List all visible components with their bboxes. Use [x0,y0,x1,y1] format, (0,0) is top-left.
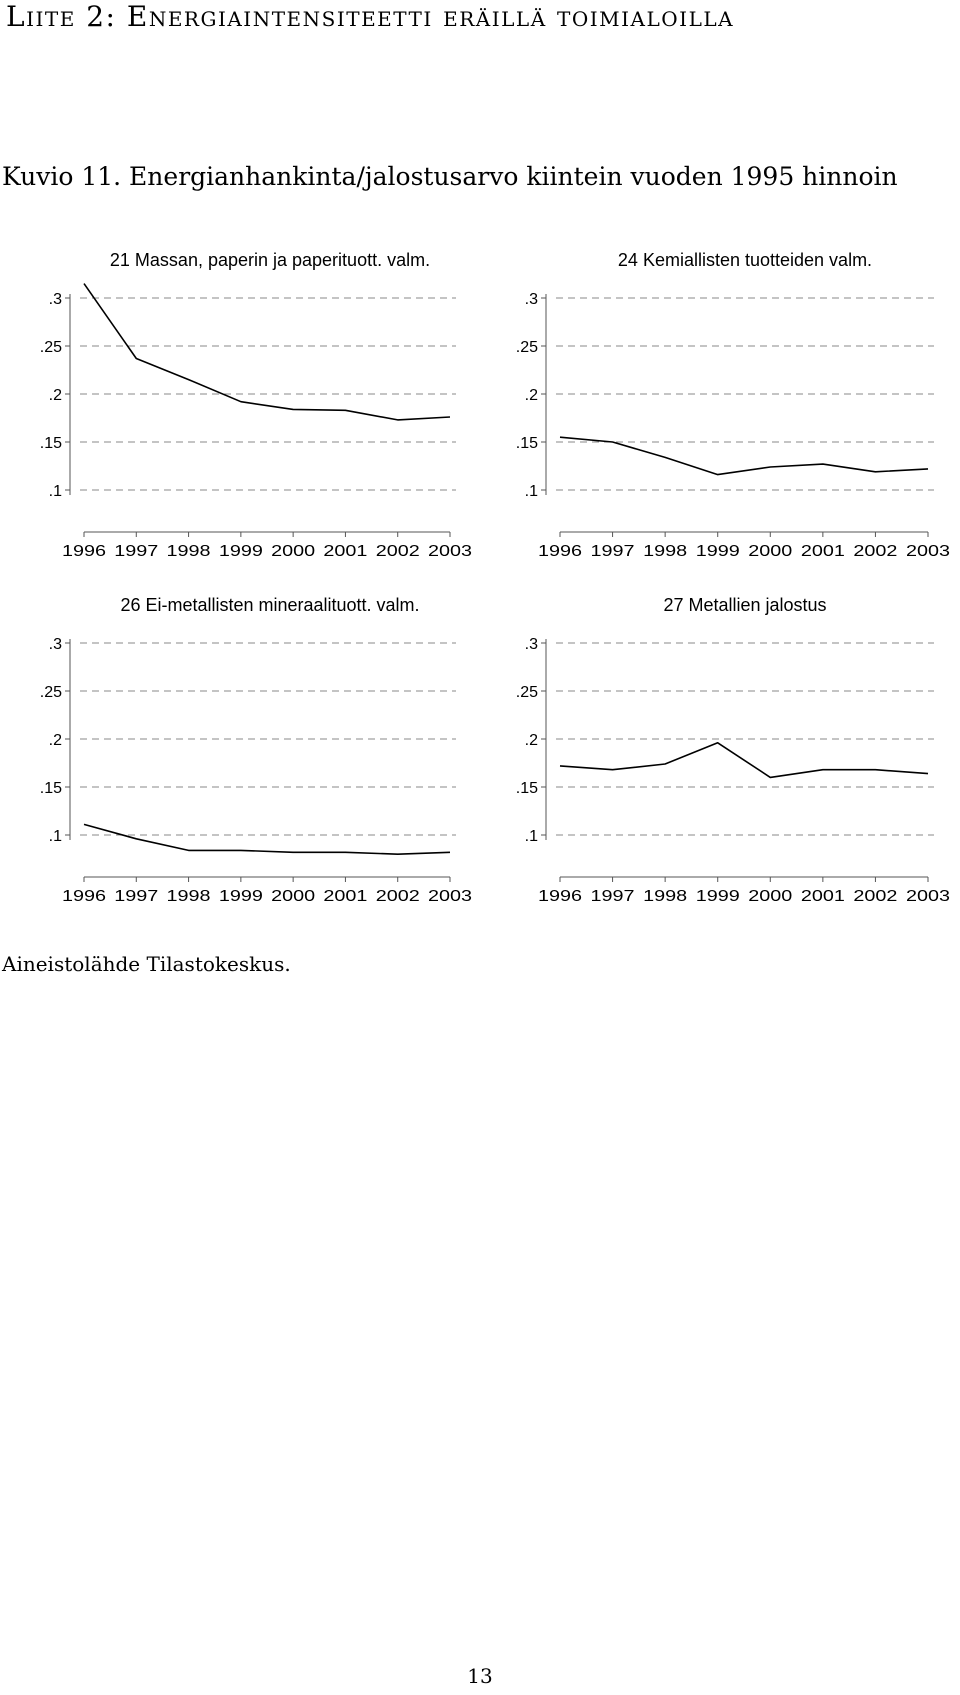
chart-3-x-tick-label: 2000 [271,888,315,905]
page-heading: Liite 2: Energiaintensiteetti eräillä to… [6,0,735,33]
chart-4-x-tick-label: 1998 [643,888,687,905]
chart-2-x-tick-label: 1999 [696,543,740,560]
chart-4-y-tick-label: .3 [525,636,538,653]
chart-1-y-tick-label: .3 [49,291,62,308]
chart-2-y-tick-label: .25 [516,339,538,356]
chart-2-y-tick-label: .1 [525,483,538,500]
chart-1-x-tick-label: 2001 [323,543,367,560]
chart-4-y-tick-label: .2 [525,732,538,749]
chart-3-x-tick-label: 1997 [114,888,158,905]
chart-2-title: 24 Kemiallisten tuotteiden valm. [618,250,872,270]
chart-4-x-tick-label: 2001 [801,888,845,905]
chart-2-series-line [559,436,929,476]
chart-4-x-tick-label: 2002 [853,888,897,905]
chart-2-x-tick-label: 2000 [748,543,792,560]
chart-4-y-tick-label: .25 [516,684,538,701]
figure-caption: Kuvio 11. Energianhankinta/jalostusarvo … [2,162,898,191]
chart-3-x-tick-label: 2003 [428,888,472,905]
data-source-note: Aineistolähde Tilastokeskus. [2,952,291,976]
chart-1-x-tick-label: 1999 [219,543,263,560]
chart-1-x-tick-label: 1998 [167,543,211,560]
page-number: 13 [467,1664,493,1688]
chart-2-x-tick-label: 2003 [906,543,950,560]
chart-3-y-tick-label: .2 [49,732,62,749]
chart-3-x-tick-label: 1999 [219,888,263,905]
chart-3-y-tick-label: .1 [49,828,62,845]
chart-4-x-tick-label: 1996 [538,888,582,905]
chart-2-y-tick-label: .3 [525,291,538,308]
chart-1-series-line [83,283,451,421]
chart-2-x-tick-label: 1996 [538,543,582,560]
chart-1-y-tick-label: .25 [40,339,62,356]
chart-1-x-tick-label: 2003 [428,543,472,560]
chart-3-y-tick-label: .25 [40,684,62,701]
chart-3-title: 26 Ei-metallisten mineraalituott. valm. [120,595,419,615]
chart-4-y-tick-label: .1 [525,828,538,845]
chart-1-y-tick-label: .15 [40,435,62,452]
chart-1-x-tick-label: 1996 [62,543,106,560]
chart-1-x-tick-label: 1997 [114,543,158,560]
chart-3-x-tick-label: 2001 [323,888,367,905]
chart-1-x-tick-label: 2000 [271,543,315,560]
chart-3-x-tick-label: 1996 [62,888,106,905]
chart-4-x-tick-label: 1999 [696,888,740,905]
chart-2-x-tick-label: 2002 [853,543,897,560]
chart-3-x-tick-label: 2002 [376,888,420,905]
chart-3-y-tick-label: .15 [40,780,62,797]
chart-4-title: 27 Metallien jalostus [663,595,826,615]
chart-1-title: 21 Massan, paperin ja paperituott. valm. [110,250,430,270]
charts-grid: 21 Massan, paperin ja paperituott. valm.… [40,250,950,905]
chart-4-x-tick-label: 2003 [906,888,950,905]
chart-2-y-tick-label: .15 [516,435,538,452]
chart-4-y-tick-label: .15 [516,780,538,797]
chart-1-y-tick-label: .1 [49,483,62,500]
chart-4-x-tick-label: 1997 [591,888,635,905]
chart-2-x-tick-label: 2001 [801,543,845,560]
chart-2-y-tick-label: .2 [525,387,538,404]
chart-3-x-tick-label: 1998 [167,888,211,905]
chart-4-series-line [559,741,929,779]
chart-1-y-tick-label: .2 [49,387,62,404]
chart-3-y-tick-label: .3 [49,636,62,653]
chart-4-x-tick-label: 2000 [748,888,792,905]
chart-2-x-tick-label: 1997 [591,543,635,560]
chart-1-x-tick-label: 2002 [376,543,420,560]
chart-3-series-line [83,823,451,856]
chart-2-x-tick-label: 1998 [643,543,687,560]
